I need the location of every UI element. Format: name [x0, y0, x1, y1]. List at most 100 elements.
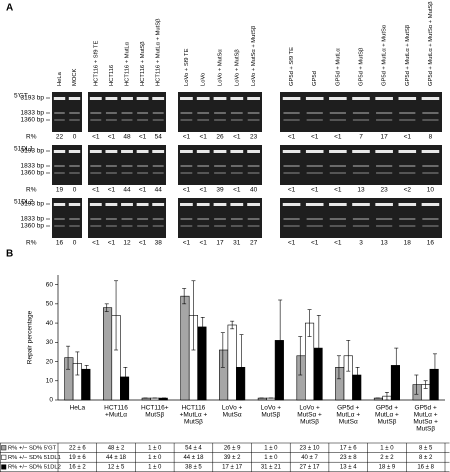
gel-band: [422, 218, 439, 220]
error-bar: [220, 332, 225, 368]
gel-band: [152, 150, 165, 153]
table-cell: 23 ± 8: [340, 455, 357, 461]
lane-label: MOCK: [72, 68, 78, 86]
gel-band: [152, 112, 164, 114]
table-cell: 22 ± 6: [69, 445, 86, 451]
gel-band: [69, 165, 80, 167]
gel-band: [376, 172, 393, 174]
x-tick-label: MutSβ: [261, 412, 280, 419]
gel-band: [399, 165, 416, 167]
gel-band: [306, 119, 323, 121]
r-value: <1: [288, 187, 296, 194]
error-bar: [316, 315, 321, 382]
r-value: <1: [183, 187, 191, 194]
gel-band: [422, 165, 439, 167]
bar: [352, 374, 362, 401]
gel-band: [69, 225, 80, 227]
r-value: <1: [183, 240, 191, 247]
gel-band: [399, 225, 416, 227]
r-value: <1: [199, 240, 207, 247]
gel-band: [68, 203, 81, 206]
r-value: 44: [123, 187, 131, 194]
error-bar: [230, 320, 235, 330]
gel-band: [230, 119, 243, 121]
r-value: 23: [250, 134, 258, 141]
gel-band: [197, 218, 210, 220]
error-bar: [84, 365, 89, 374]
table-cell: 13 ± 4: [340, 465, 357, 471]
gel-band: [89, 203, 102, 206]
gel-band: [105, 119, 117, 121]
y-tick-label: 40: [46, 320, 54, 327]
error-bar: [336, 355, 341, 380]
gel-band: [214, 119, 226, 121]
x-tick-label: MutLα +: [336, 412, 360, 419]
r-value: 16: [427, 240, 435, 247]
gel-band: [105, 218, 117, 220]
row-label: 51DL1: [14, 146, 34, 153]
table-cell: 1 ± 0: [148, 465, 162, 471]
gel-band: [136, 203, 149, 206]
table-cell: 54 ± 4: [185, 445, 202, 451]
bar: [296, 355, 306, 401]
table-cell: 19 ± 6: [69, 455, 86, 461]
gel-band: [247, 225, 260, 227]
x-tick-label: +MutLα +: [180, 412, 208, 419]
gel-band: [329, 165, 346, 167]
error-bar: [66, 345, 71, 370]
gel-band: [180, 150, 193, 153]
error-bar: [346, 340, 351, 372]
r-value: 3: [359, 240, 363, 247]
error-bar: [191, 280, 196, 351]
marker-label: 1360 bp: [21, 170, 45, 177]
gel-band: [306, 165, 323, 167]
gel-band: [247, 119, 260, 121]
gel-band: [54, 112, 65, 114]
r-value: 48: [123, 134, 131, 141]
gel-band: [136, 150, 149, 153]
r-value: <1: [311, 240, 319, 247]
table-cell: 27 ± 17: [300, 465, 321, 471]
error-bar: [104, 303, 109, 312]
gel-band: [352, 112, 370, 114]
gel-band: [213, 203, 227, 206]
gel-band: [230, 218, 243, 220]
x-tick-label: GP5d +: [337, 405, 359, 412]
gel-band: [197, 119, 210, 121]
table-cell: 17 ± 17: [222, 465, 243, 471]
gel-band: [352, 225, 370, 227]
gel-band: [90, 172, 102, 174]
r-value: <1: [311, 134, 319, 141]
y-tick-label: 60: [46, 281, 54, 288]
gel-band: [54, 165, 65, 167]
r-value: <1: [108, 240, 116, 247]
gel-band: [180, 165, 193, 167]
bar: [103, 307, 113, 401]
gel-band: [90, 165, 102, 167]
gel-band: [376, 218, 393, 220]
row-label: 5'GT: [14, 93, 28, 100]
error-bar: [278, 299, 283, 382]
table-cell: 1 ± 0: [148, 455, 162, 461]
gel-band: [283, 165, 300, 167]
gel-band: [90, 112, 102, 114]
gel-band: [121, 225, 133, 227]
legend-swatch: [1, 454, 7, 460]
bar: [120, 376, 130, 401]
gel-band: [376, 119, 393, 121]
table-cell: 26 ± 9: [224, 445, 241, 451]
bar: [313, 347, 323, 401]
y-tick-label: 50: [46, 301, 54, 308]
gel-band: [213, 97, 227, 100]
gel-band: [399, 218, 416, 220]
y-tick-label: 10: [46, 377, 54, 384]
x-tick-label: LoVo +: [261, 405, 282, 412]
lane-label: HCT116 + MutLα + MutSβ: [156, 18, 162, 86]
gel-band: [137, 225, 149, 227]
error-bar: [123, 367, 128, 387]
gel-band: [421, 97, 440, 100]
r-value: <1: [139, 240, 147, 247]
r-value: 54: [155, 134, 163, 141]
gel-band: [121, 203, 133, 206]
